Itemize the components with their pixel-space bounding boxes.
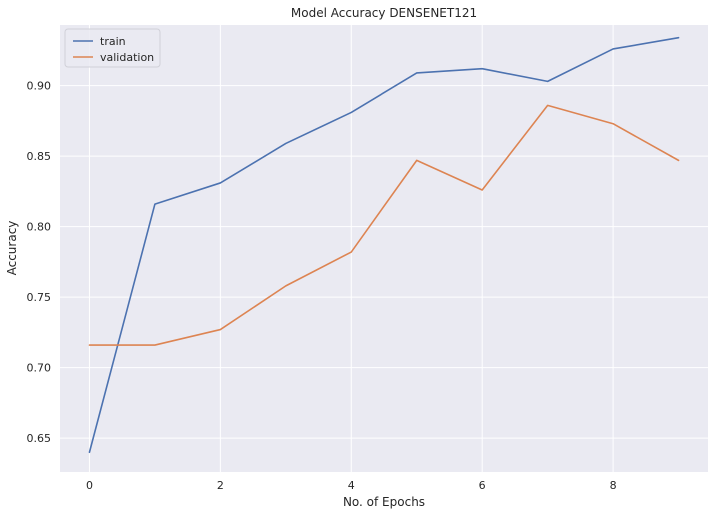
x-axis-label: No. of Epochs bbox=[343, 495, 425, 509]
series-line-train bbox=[88, 36, 680, 454]
chart-title: Model Accuracy DENSENET121 bbox=[291, 6, 477, 20]
legend-label-validation: validation bbox=[100, 51, 154, 64]
y-tick-label: 0.90 bbox=[27, 80, 52, 93]
plot-area bbox=[60, 25, 708, 472]
series-lines bbox=[88, 36, 680, 454]
series-line-validation bbox=[88, 104, 680, 346]
y-axis-label: Accuracy bbox=[5, 221, 19, 276]
legend: train validation bbox=[64, 28, 161, 68]
x-tick-label: 2 bbox=[217, 479, 224, 492]
grid bbox=[60, 25, 708, 472]
tick-labels: 0 2 4 6 8 0.65 0.70 0.75 0.80 0.85 0.90 bbox=[27, 80, 617, 492]
x-tick-label: 8 bbox=[610, 479, 617, 492]
x-tick-label: 6 bbox=[479, 479, 486, 492]
legend-label-train: train bbox=[100, 35, 126, 48]
x-tick-label: 4 bbox=[348, 479, 355, 492]
x-tick-label: 0 bbox=[86, 479, 93, 492]
y-tick-label: 0.70 bbox=[27, 362, 52, 375]
y-tick-label: 0.75 bbox=[27, 291, 52, 304]
y-tick-label: 0.65 bbox=[27, 432, 52, 445]
y-tick-label: 0.80 bbox=[27, 221, 52, 234]
y-tick-label: 0.85 bbox=[27, 150, 52, 163]
